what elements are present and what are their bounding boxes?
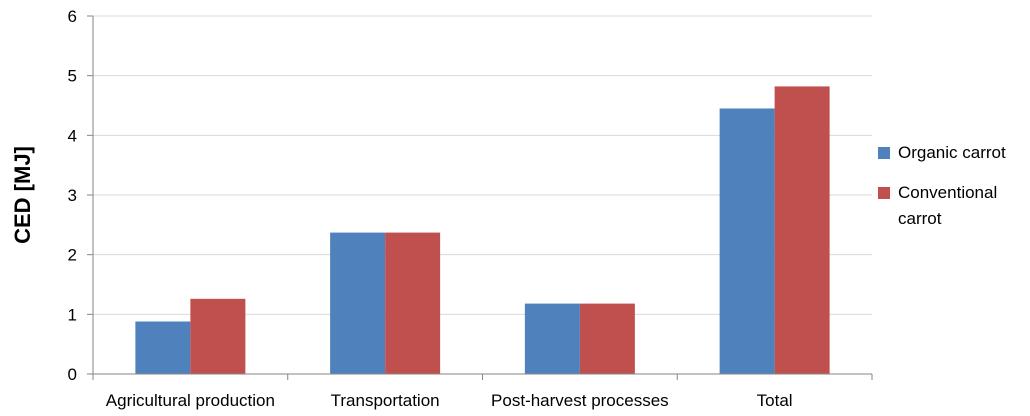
x-tick-label: Agricultural production [106,391,275,410]
x-tick-label: Post-harvest processes [491,391,669,410]
x-tick-label: Total [757,391,793,410]
y-tick-label: 2 [68,246,77,265]
y-tick-label: 5 [68,67,77,86]
legend-swatch-organic [878,147,890,159]
legend-item-organic: Organic carrot [878,140,1028,166]
legend-label-conventional: Conventional carrot [898,183,998,228]
bar-conventional [190,298,246,374]
y-axis-ticks: 0 1 2 3 4 5 6 [68,7,93,384]
x-axis-ticks: Agricultural production Transportation Pos… [92,374,873,410]
bars [135,86,830,374]
y-tick-label: 3 [68,186,77,205]
bar-organic [330,232,386,374]
x-tick-label: Transportation [331,391,440,410]
y-axis-label: CED [MJ] [10,146,35,244]
legend: Organic carrot Conventional carrot [878,140,1028,232]
bar-conventional [774,86,830,374]
y-tick-label: 0 [68,365,77,384]
bar-organic [135,321,191,374]
bar-conventional [385,232,441,374]
y-tick-label: 6 [68,7,77,26]
bar-organic [719,108,775,374]
y-tick-label: 4 [68,126,77,145]
y-tick-label: 1 [68,305,77,324]
legend-label-organic: Organic carrot [898,143,1006,162]
legend-item-conventional: Conventional carrot [878,180,1028,232]
bar-conventional [579,303,635,374]
bar-organic [524,303,580,374]
legend-swatch-conventional [878,187,890,199]
